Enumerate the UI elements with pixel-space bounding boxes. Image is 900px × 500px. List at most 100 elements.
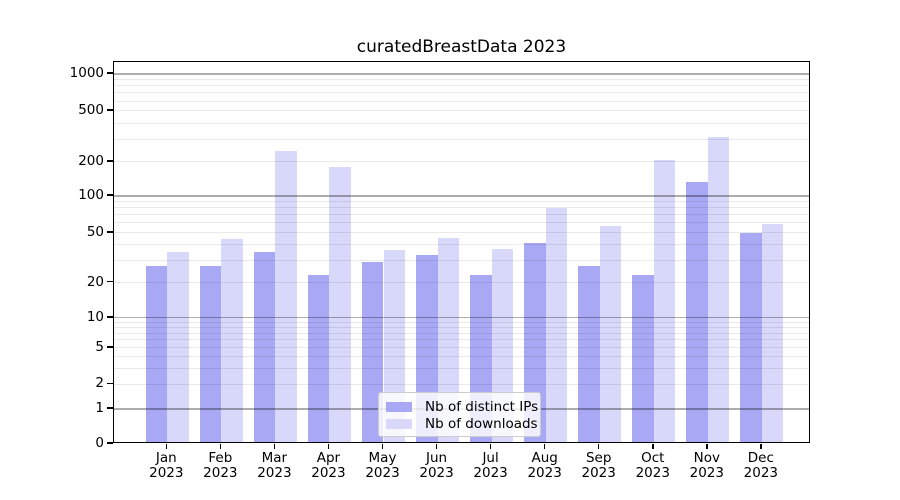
bar-downloads-jun — [437, 237, 459, 442]
x-tick-mark-jun — [435, 444, 438, 449]
bar-distinct-ips-jan — [145, 266, 168, 442]
y-tick-label-200: 200 — [78, 153, 104, 169]
x-tick-label-may: May 2023 — [365, 450, 400, 481]
y-tick-mark-100 — [107, 194, 113, 196]
bar-downloads-jan — [167, 251, 189, 442]
y-tick-mark-10 — [107, 315, 113, 318]
y-tick-label-20: 20 — [86, 273, 104, 290]
gridline-400 — [114, 122, 809, 124]
x-tick-label-sep: Sep 2023 — [581, 450, 616, 481]
gridline-8 — [114, 326, 809, 328]
gridline-90 — [114, 200, 809, 202]
x-tick-mark-mar — [273, 444, 276, 449]
gridline-60 — [114, 222, 809, 224]
x-tick-label-jun: Jun 2023 — [419, 450, 454, 481]
bar-distinct-ips-sep — [578, 266, 600, 442]
bar-distinct-ips-nov — [686, 181, 708, 442]
gridline-10 — [114, 317, 809, 319]
grid-layer — [114, 62, 809, 442]
bar-downloads-apr — [329, 166, 351, 442]
y-tick-mark-2 — [107, 382, 113, 385]
bar-downloads-mar — [275, 151, 297, 442]
x-tick-mark-may — [381, 444, 384, 449]
gridline-9 — [114, 321, 809, 323]
y-tick-label-50: 50 — [86, 223, 104, 240]
gridline-50 — [114, 232, 809, 234]
legend-swatch-ips-icon — [386, 402, 412, 412]
x-tick-label-apr: Apr 2023 — [311, 450, 346, 481]
y-tick-mark-5 — [107, 346, 113, 348]
gridline-40 — [114, 244, 809, 246]
y-tick-mark-50 — [107, 230, 113, 233]
gridline-300 — [114, 138, 809, 140]
bar-distinct-ips-mar — [254, 251, 276, 442]
gridline-70 — [114, 214, 809, 216]
x-tick-mark-feb — [219, 444, 222, 449]
gridline-5 — [114, 347, 809, 349]
y-tick-mark-20 — [107, 280, 113, 283]
x-tick-mark-apr — [327, 444, 330, 449]
bar-distinct-ips-dec — [740, 232, 762, 442]
gridline-1000 — [114, 73, 809, 75]
bar-downloads-oct — [653, 160, 676, 442]
bar-downloads-nov — [707, 137, 730, 442]
x-tick-mark-jan — [165, 444, 168, 449]
y-tick-mark-1 — [107, 407, 113, 409]
y-tick-label-2: 2 — [95, 375, 104, 392]
gridline-80 — [114, 207, 809, 209]
y-tick-mark-500 — [107, 109, 113, 111]
y-tick-label-0: 0 — [95, 435, 104, 451]
bar-downloads-sep — [599, 225, 622, 442]
y-tick-label-10: 10 — [86, 308, 104, 325]
x-tick-mark-dec — [760, 444, 762, 449]
y-tick-label-100: 100 — [78, 187, 104, 203]
x-tick-label-oct: Oct 2023 — [635, 450, 670, 481]
y-tick-label-5: 5 — [95, 339, 104, 355]
x-tick-label-mar: Mar 2023 — [257, 450, 292, 481]
legend-row-downloads: Nb of downloads — [386, 416, 538, 432]
legend-box: Nb of distinct IPs Nb of downloads — [378, 392, 541, 437]
gridline-7 — [114, 332, 809, 334]
gridline-900 — [114, 78, 809, 80]
x-tick-mark-oct — [651, 444, 654, 449]
x-tick-mark-jul — [489, 444, 492, 449]
x-tick-label-dec: Dec 2023 — [743, 450, 779, 481]
chart-title: curatedBreastData 2023 — [356, 37, 567, 57]
x-tick-label-feb: Feb 2023 — [203, 450, 238, 481]
y-tick-label-1000: 1000 — [69, 64, 104, 81]
gridline-2 — [114, 383, 809, 385]
gridline-4 — [114, 356, 809, 358]
gridline-500 — [114, 110, 809, 112]
legend-row-distinct-ips: Nb of distinct IPs — [386, 399, 538, 415]
gridline-800 — [114, 85, 809, 87]
y-tick-mark-0 — [107, 442, 113, 444]
x-tick-label-nov: Nov 2023 — [689, 450, 724, 481]
legend-label-downloads: Nb of downloads — [425, 416, 538, 432]
y-tick-label-500: 500 — [78, 102, 104, 118]
gridline-3 — [114, 367, 809, 369]
bar-distinct-ips-apr — [308, 275, 330, 442]
gridline-100 — [114, 195, 809, 197]
gridline-600 — [114, 100, 809, 102]
bar-distinct-ips-feb — [199, 266, 222, 442]
gridline-30 — [114, 259, 809, 261]
bar-downloads-dec — [761, 223, 784, 442]
x-tick-label-jan: Jan 2023 — [149, 450, 184, 481]
gridline-20 — [114, 281, 809, 283]
x-tick-mark-sep — [597, 444, 600, 449]
bar-downloads-feb — [221, 238, 243, 442]
legend-label-distinct-ips: Nb of distinct IPs — [425, 399, 539, 415]
y-tick-mark-200 — [107, 160, 113, 162]
legend-swatch-downloads-icon — [386, 419, 412, 429]
x-tick-mark-aug — [543, 444, 546, 449]
bar-distinct-ips-oct — [632, 275, 654, 442]
x-tick-label-jul: Jul 2023 — [473, 450, 508, 481]
y-tick-mark-1000 — [107, 72, 113, 74]
x-tick-label-aug: Aug 2023 — [527, 450, 562, 481]
plot-area — [113, 61, 810, 443]
bar-downloads-aug — [545, 207, 568, 442]
gridline-6 — [114, 339, 809, 341]
gridline-200 — [114, 161, 809, 163]
x-tick-mark-nov — [706, 444, 708, 449]
